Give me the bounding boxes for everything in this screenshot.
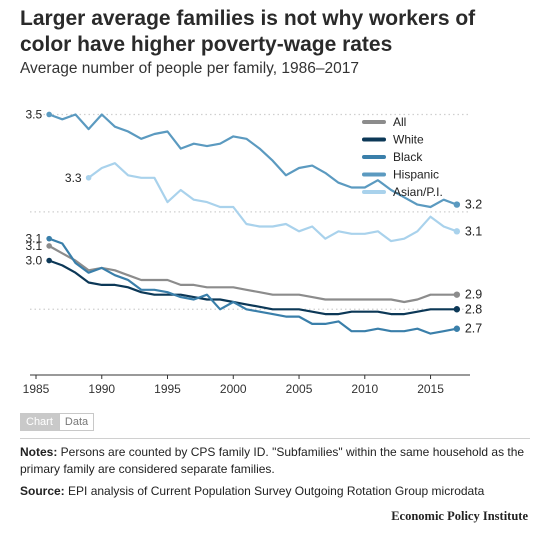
x-tick-label: 2015 xyxy=(417,382,444,396)
x-tick-label: 1995 xyxy=(154,382,181,396)
notes: Notes: Persons are counted by CPS family… xyxy=(20,444,525,478)
series-line xyxy=(48,245,457,304)
start-point xyxy=(46,243,52,249)
end-value-label: 2.7 xyxy=(465,322,482,336)
end-point xyxy=(453,291,461,298)
view-toggle: Chart Data xyxy=(20,413,95,431)
series-line xyxy=(48,237,458,335)
divider xyxy=(20,438,530,439)
chart-view-button[interactable]: Chart xyxy=(20,413,59,431)
chart-subtitle: Average number of people per family, 198… xyxy=(20,60,359,77)
legend-label: Asian/P.I. xyxy=(393,185,443,199)
value-labels: 3.1 2.9 3.0 2.8 3.1 2.7 3.5 3.2 3.3 3.1 xyxy=(25,107,482,335)
start-value-label: 3.1 xyxy=(25,239,42,253)
end-point xyxy=(453,228,461,235)
legend-label: Black xyxy=(393,150,423,164)
end-value-label: 2.9 xyxy=(465,288,482,302)
start-point xyxy=(46,111,52,118)
end-value-label: 2.8 xyxy=(465,302,482,316)
end-point xyxy=(453,306,461,313)
end-point xyxy=(453,201,461,208)
legend: All White Black Hispanic Asian/P.I. xyxy=(362,115,443,199)
start-value-label: 3.0 xyxy=(25,254,42,268)
series-line xyxy=(48,259,457,316)
x-tick-label: 2010 xyxy=(351,382,378,396)
x-tick-label: 1985 xyxy=(23,382,50,396)
notes-text: Persons are counted by CPS family ID. "S… xyxy=(20,445,525,476)
x-tick-label: 2005 xyxy=(286,382,313,396)
source-label: Source: xyxy=(20,484,65,498)
end-point xyxy=(453,325,461,332)
notes-label: Notes: xyxy=(20,445,58,459)
legend-label: Hispanic xyxy=(393,168,439,182)
chart-title: Larger average families is not why worke… xyxy=(20,7,476,56)
series-lines xyxy=(46,111,461,335)
start-value-label: 3.1 xyxy=(25,232,42,246)
source-text: EPI analysis of Current Population Surve… xyxy=(64,484,485,498)
end-value-label: 3.2 xyxy=(465,198,482,212)
line-chart: 1985 1990 1995 2000 2005 2010 2015 3.1 2.9 3.0 2.… xyxy=(23,107,483,396)
end-value-label: 3.1 xyxy=(465,224,482,238)
series-line xyxy=(87,162,458,243)
start-value-label: 3.5 xyxy=(25,107,42,121)
data-view-button[interactable]: Data xyxy=(58,413,95,431)
source: Source: EPI analysis of Current Populati… xyxy=(20,484,525,498)
epi-logo: Economic Policy Institute xyxy=(391,509,528,523)
start-point xyxy=(46,257,52,264)
x-tick-label: 1990 xyxy=(88,382,115,396)
x-axis: 1985 1990 1995 2000 2005 2010 2015 xyxy=(23,374,470,396)
series-line xyxy=(48,113,458,209)
legend-label: All xyxy=(393,115,406,129)
start-value-label: 3.3 xyxy=(65,171,82,185)
start-point xyxy=(85,174,92,181)
x-tick-label: 2000 xyxy=(220,382,247,396)
start-point xyxy=(46,235,52,242)
legend-label: White xyxy=(393,133,424,147)
